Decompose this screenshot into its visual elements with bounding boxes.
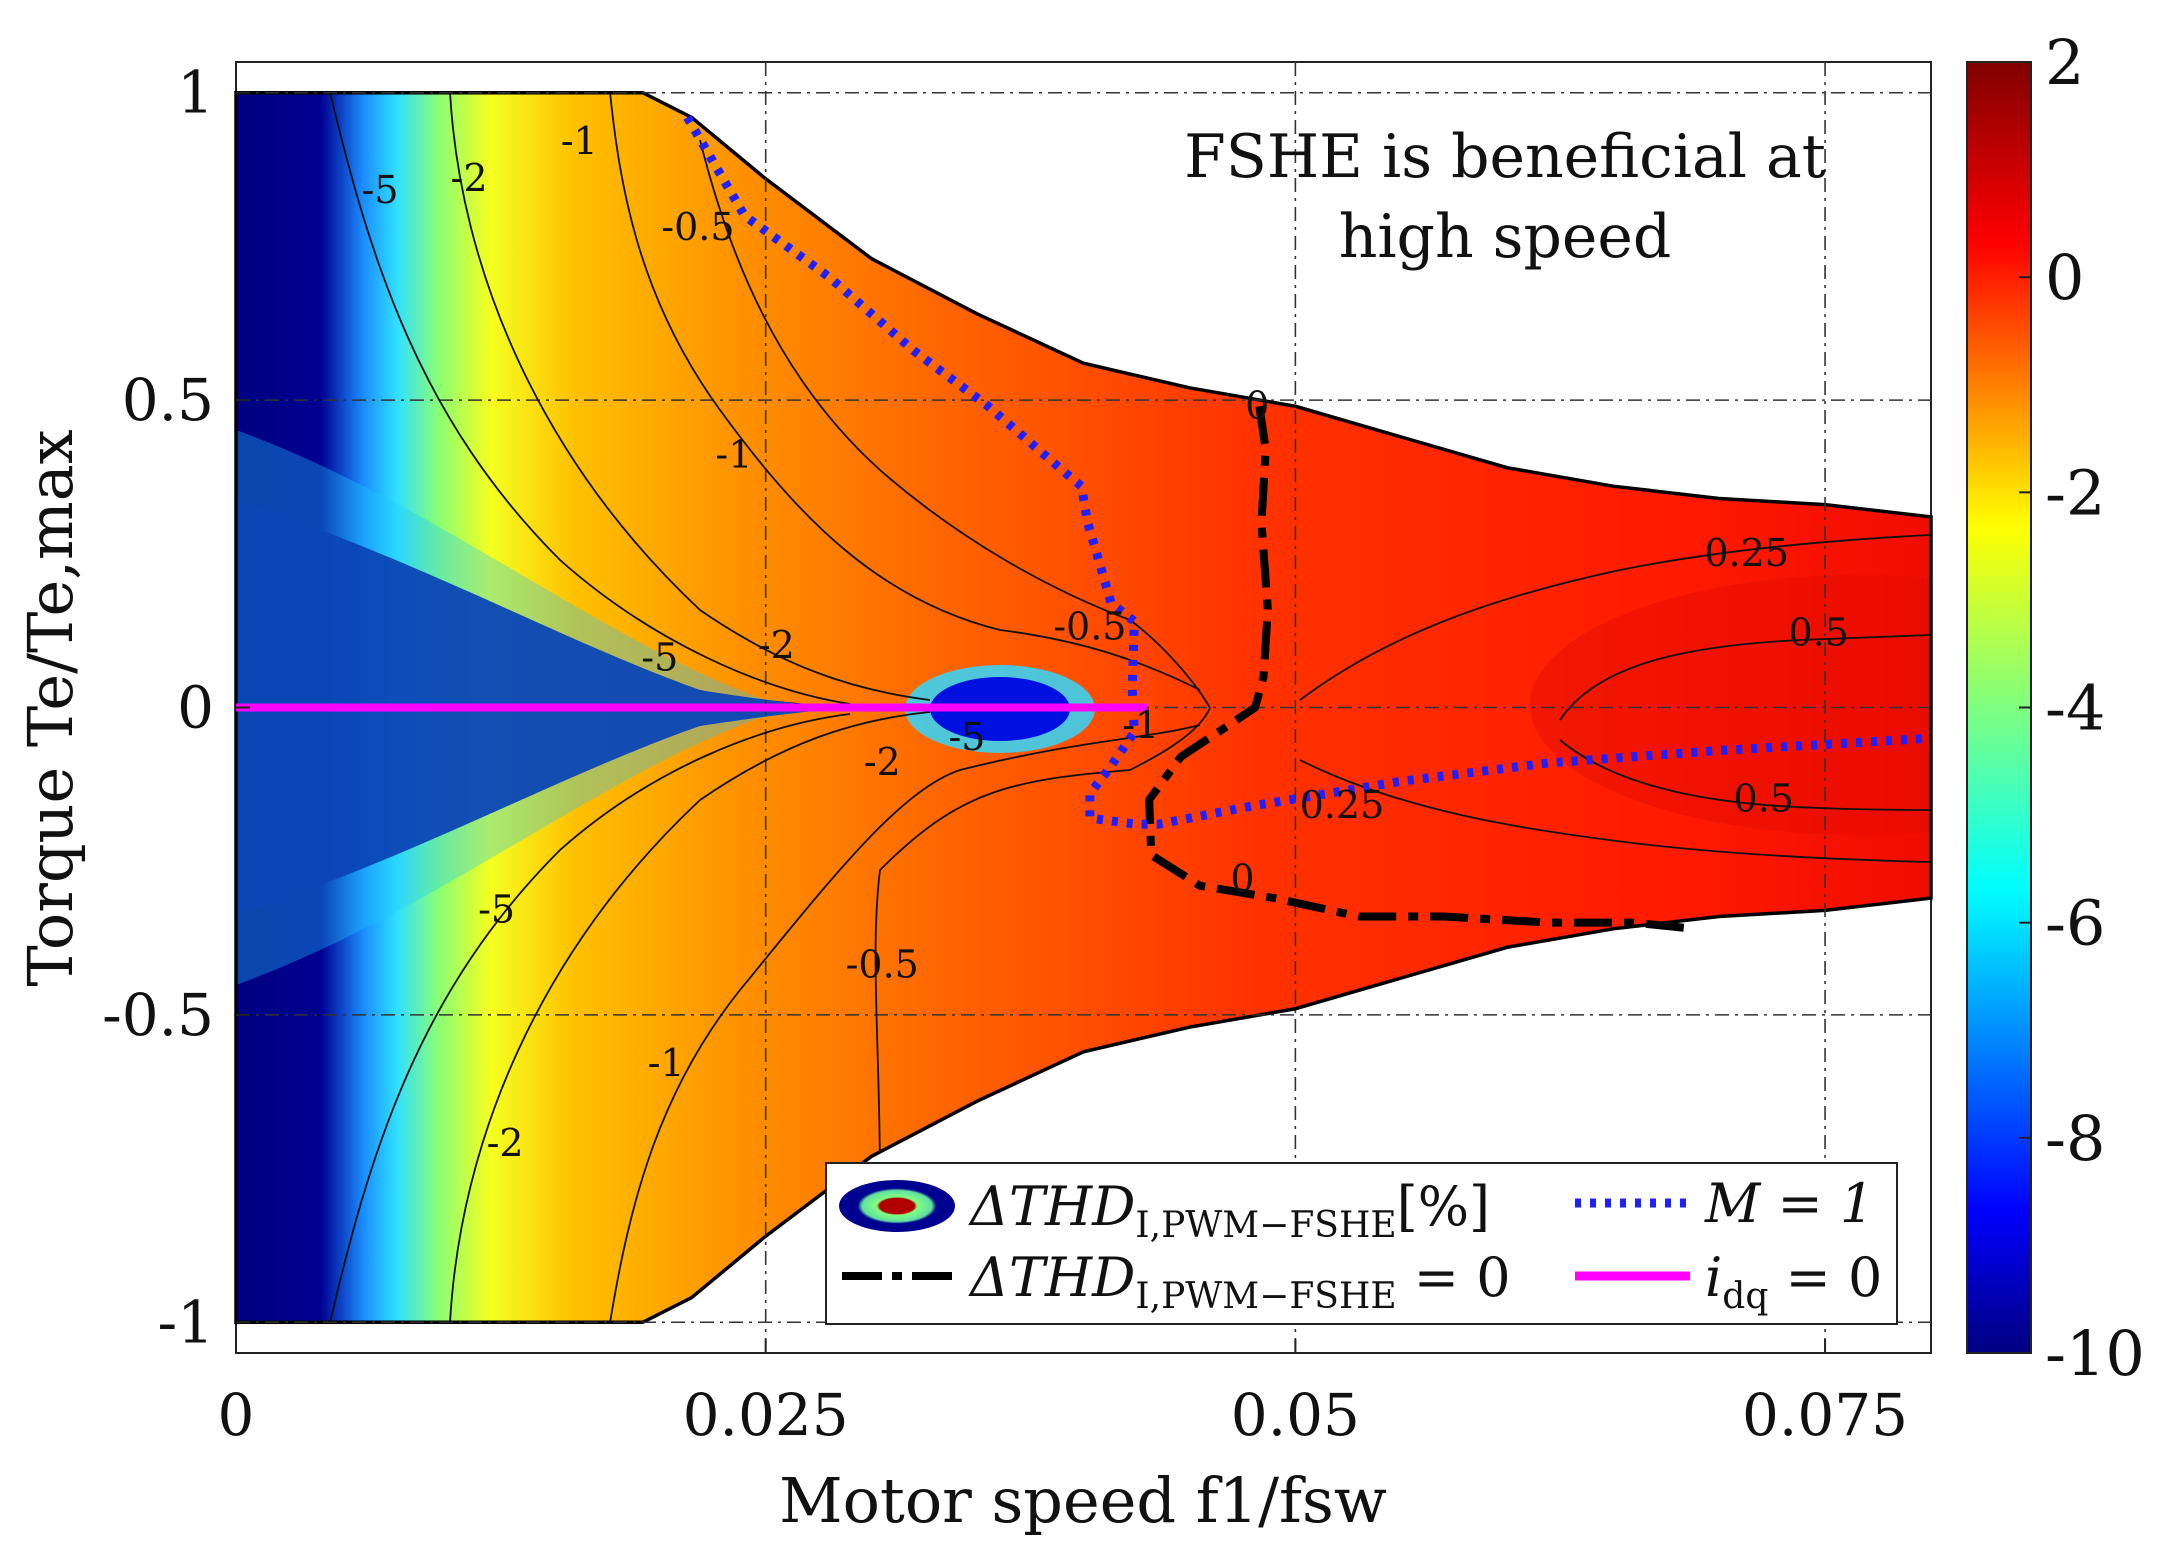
contour-label-layer: -5 -2 -1 -0.5 -1 -5 -2 -0.5 -5 -2 -1 -5 -0.5 -1 -2 0 0.2… [362,119,1849,1165]
legend-entry-thd-zero: ΔTHDI,PWM−FSHE = 0 [968,1246,1511,1317]
y-axis-label: Torque Te/Te,max [14,429,87,986]
contour-label: -2 [758,623,795,667]
colorbar-tick-label: 2 [2045,26,2084,99]
contour-label: 0.25 [1704,531,1789,575]
series-line-0 [1145,405,1695,933]
contour-label: 0 [1230,857,1254,901]
contour-label: -0.5 [846,943,919,987]
contour-label: -2 [487,1121,524,1165]
x-tick-label: 0.05 [1231,1381,1360,1449]
colorbar-ticks: 2 0 -2 -4 -6 -8 -10 [2019,26,2145,1390]
colorbar-tick-label: 0 [2045,241,2084,314]
contour-label: 0.25 [1300,783,1385,827]
legend: ΔTHDI,PWM−FSHE[%] M = 1 ΔTHDI,PWM−FSHE =… [825,1162,1898,1325]
legend-box [825,1162,1898,1325]
x-axis-ticks: 0 0.025 0.05 0.075 [218,1339,1908,1449]
annotation-line-1: FSHE is beneficial at [1184,122,1826,192]
contour-label: 0.5 [1788,611,1848,655]
legend-entry-idq: idq = 0 [1705,1246,1882,1317]
contour-label: -5 [641,635,678,679]
x-tick-label: 0.075 [1742,1381,1908,1449]
contour-label: -0.5 [661,205,734,249]
contour-label: 0 [1245,383,1269,427]
colorbar-tick-label: -2 [2045,456,2105,529]
y-tick-label: 1 [177,59,214,127]
y-axis-ticks: 1 0.5 0 -0.5 -1 [102,59,250,1356]
contour-label: -1 [1122,703,1159,747]
operating-envelope-outline [234,90,1933,1325]
colorbar-tick-label: -10 [2045,1317,2145,1390]
colorbar-tick-label: -4 [2045,672,2105,745]
contour-label: -1 [715,432,752,476]
contour-lines [329,92,1931,1323]
contour-label: -5 [948,715,985,759]
y-tick-label: -0.5 [102,981,214,1049]
x-tick-label: 0.025 [683,1381,849,1449]
colorbar-tick-label: -8 [2045,1102,2105,1175]
contour-label: 0.5 [1733,777,1793,821]
legend-entry-m1: M = 1 [1704,1172,1874,1235]
contour-label: -2 [451,156,488,200]
y-tick-label: -1 [158,1288,215,1356]
legend-heatmap-icon [839,1180,955,1232]
legend-entry-heatmap: ΔTHDI,PWM−FSHE[%] [968,1175,1490,1246]
contour-label: -0.5 [1053,605,1126,649]
x-axis-label: Motor speed f1/fsw [779,1464,1387,1537]
annotation-line-2: high speed [1339,202,1672,272]
series-layer [236,115,1932,933]
contour-label: -5 [478,887,515,931]
x-tick-label: 0 [218,1381,255,1449]
colorbar-tick-label: -6 [2045,887,2105,960]
contour-label: -2 [864,740,901,784]
series-line-1 [683,115,1932,829]
high-speed-core [1530,575,1931,835]
y-tick-label: 0 [177,674,214,742]
contour-label: -5 [362,168,399,212]
y-tick-label: 0.5 [122,366,214,434]
contour-label: -1 [561,119,598,163]
contour-label: -1 [648,1041,685,1085]
